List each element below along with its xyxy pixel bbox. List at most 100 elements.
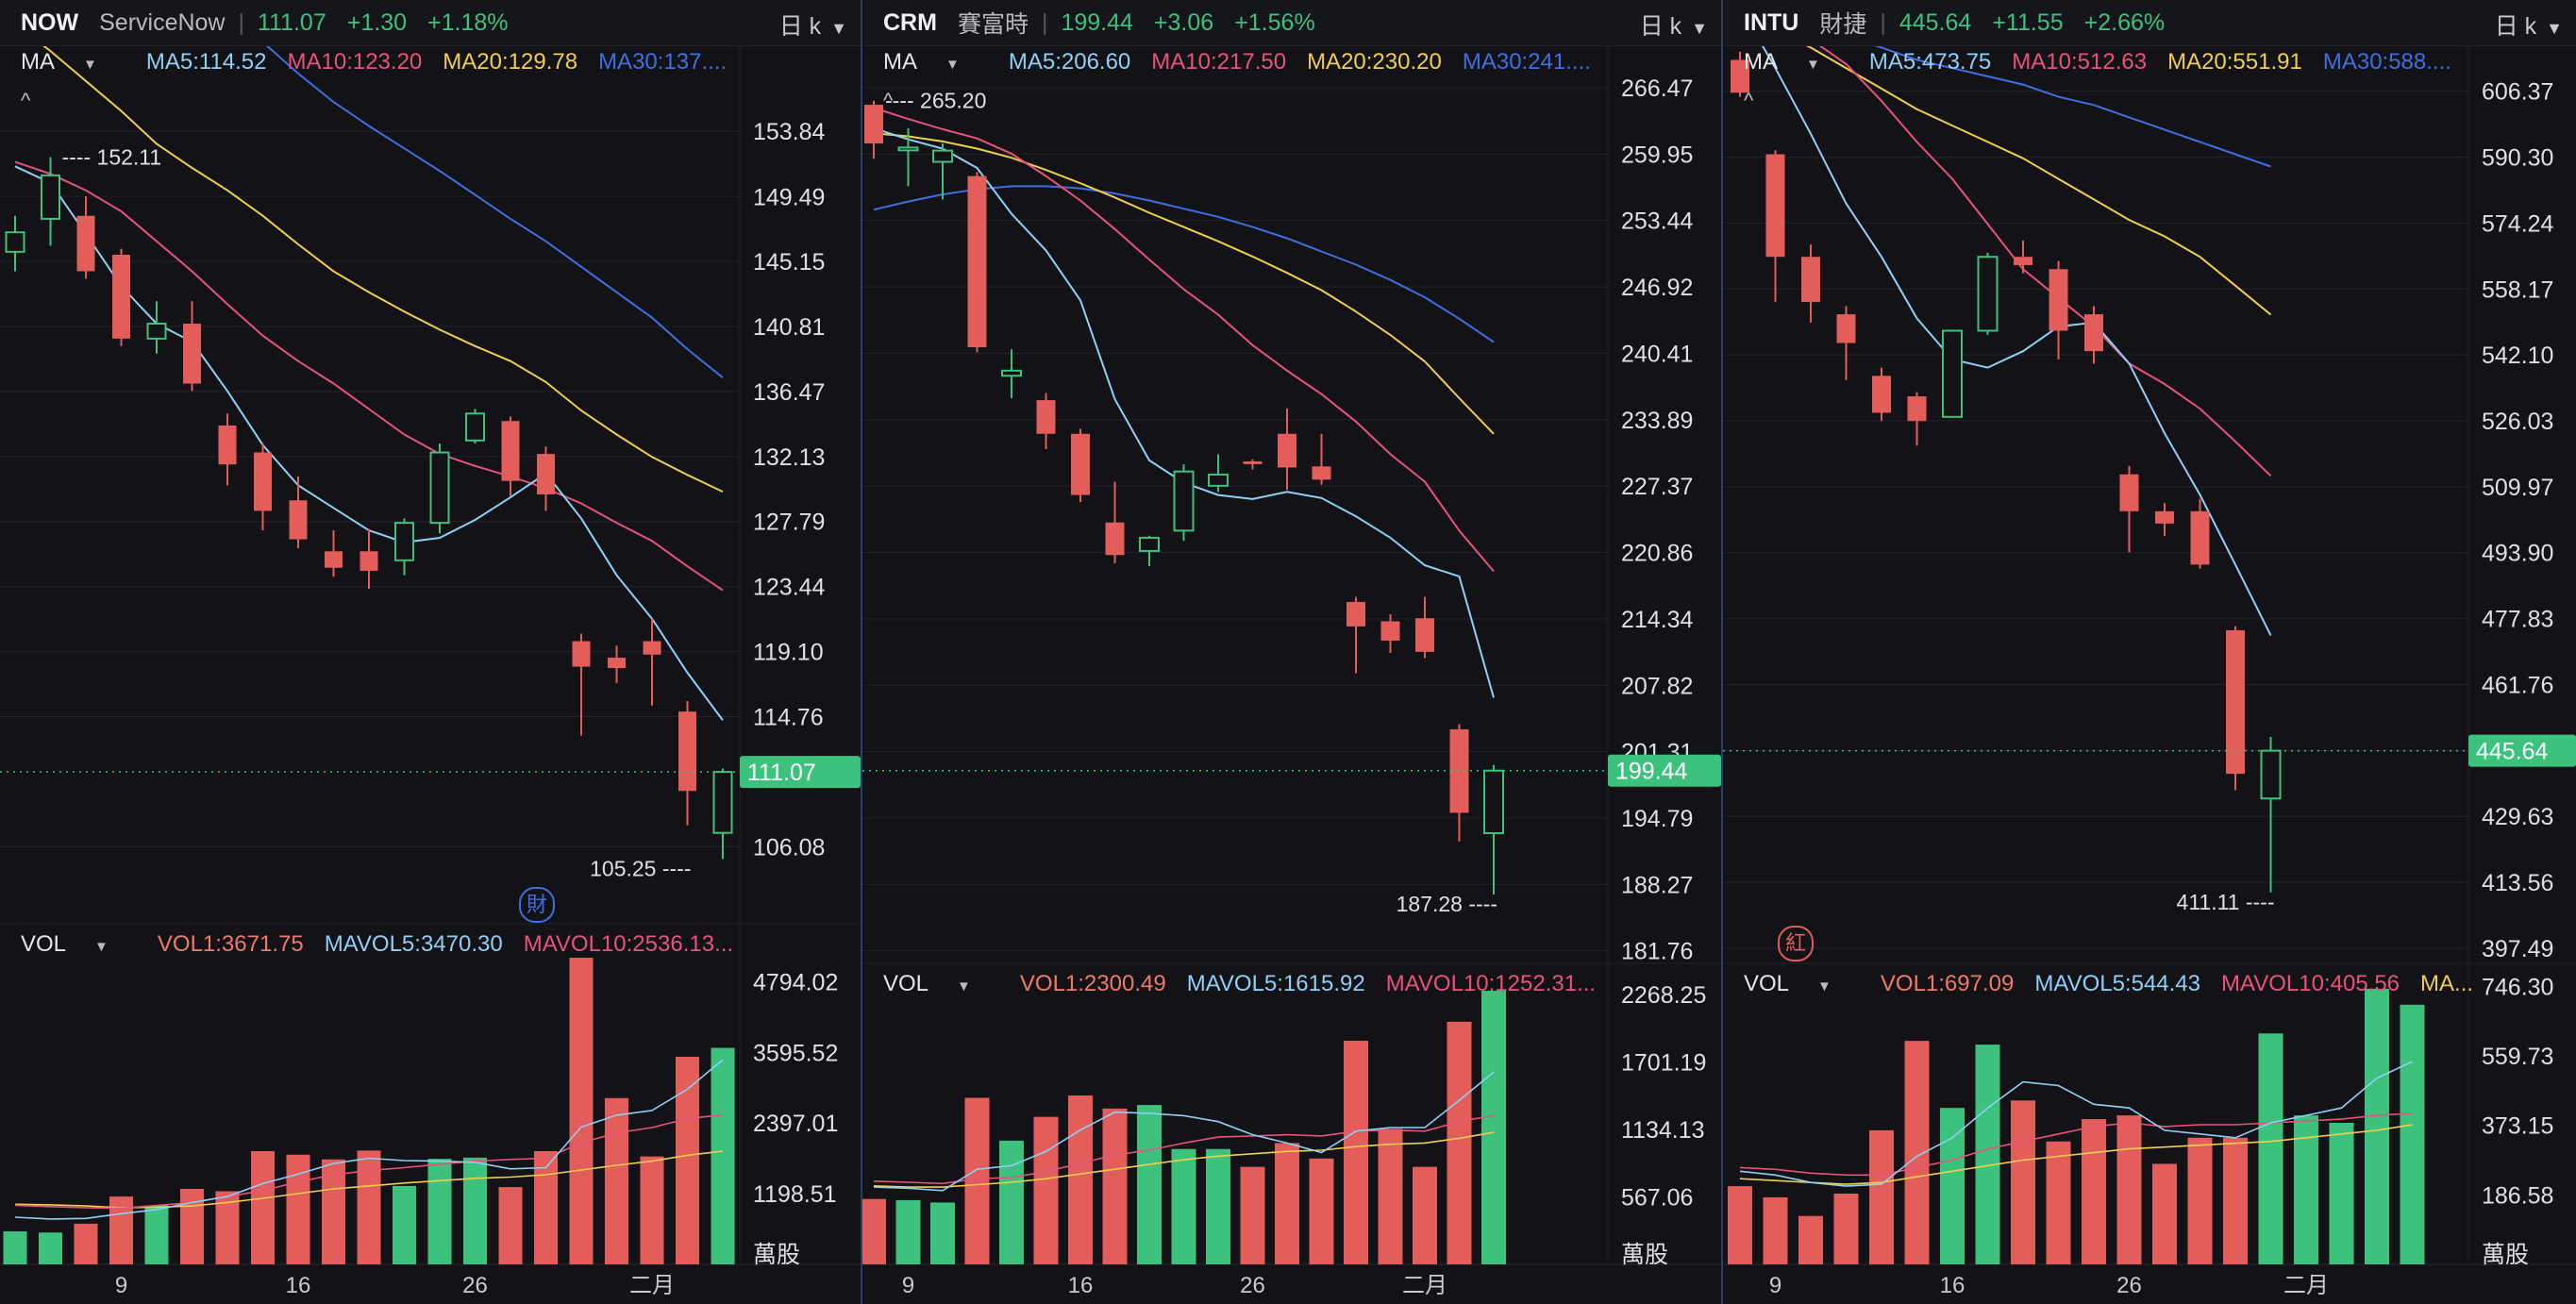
volume-bar — [1728, 1186, 1752, 1264]
price-tick-label: 413.56 — [2482, 870, 2553, 896]
date-label: 16 — [286, 1273, 311, 1298]
collapse-legend-icon[interactable]: ^ — [1744, 89, 1754, 112]
volume-bar — [2116, 1115, 2142, 1264]
price-tick-label: 119.10 — [753, 640, 824, 666]
panel-divider — [861, 0, 862, 1304]
volume-bar — [1344, 1041, 1368, 1264]
volume-tick-label: 1134.13 — [1621, 1117, 1705, 1144]
mavol10-line — [14, 1113, 724, 1210]
ma10-value: MA10:217.50 — [1151, 49, 1287, 75]
price-tick-label: 233.89 — [1621, 408, 1693, 434]
ma-indicator-selector[interactable]: MA ▼ — [1744, 49, 1820, 75]
period-selector[interactable]: 日 k ▼ — [1639, 13, 1708, 40]
chevron-down-icon: ▼ — [957, 978, 971, 995]
date-label: 26 — [462, 1273, 488, 1298]
period-selector[interactable]: 日 k ▼ — [778, 13, 847, 40]
ticker-symbol[interactable]: CRM — [883, 8, 937, 36]
price-tick-label: 149.49 — [753, 184, 825, 210]
earnings-badge-icon[interactable]: 紅 — [1778, 926, 1814, 961]
ticker-symbol[interactable]: INTU — [1744, 8, 1799, 36]
candle-body — [41, 174, 60, 220]
last-price-tag — [2468, 734, 2576, 767]
price-tick-label: 188.27 — [1621, 872, 1693, 898]
chart-canvas-now[interactable]: 153.84 149.49 145.15 140.81 136.47 132.13 127.… — [0, 0, 861, 1304]
volume-bar — [930, 1202, 955, 1264]
price-tick-label: 526.03 — [2482, 409, 2553, 435]
volume-bar — [427, 1159, 452, 1264]
volume-bar — [1975, 1045, 2000, 1264]
ma20-line — [873, 132, 1495, 435]
price-tick-label: 220.86 — [1621, 540, 1693, 566]
volume-bar — [144, 1205, 169, 1264]
mavol5-value: MAVOL5:3470.30 — [324, 931, 503, 957]
mavol10-value: MAVOL10:405.56 — [2221, 971, 2400, 996]
volume-bar — [1869, 1129, 1894, 1264]
price-tick-label: 240.41 — [1621, 341, 1693, 367]
volume-tick-label: 186.58 — [2482, 1182, 2553, 1209]
ma-legend: MA ▼ MA5:206.60 MA10:217.50 MA20:230.20 MA30:… — [883, 49, 1612, 75]
financials-badge-icon[interactable]: 財 — [519, 887, 555, 923]
chart-canvas-intu[interactable]: 606.37 590.30 574.24 558.17 542.10 526.03 509.… — [1723, 0, 2576, 1304]
volume-bar — [1275, 1143, 1299, 1264]
ma-indicator-selector[interactable]: MA ▼ — [883, 49, 960, 75]
price-tick-label: 214.34 — [1621, 607, 1694, 633]
last-price: 111.07 — [257, 8, 326, 36]
chart-panel-now[interactable]: 153.84 149.49 145.15 140.81 136.47 132.13 127.… — [0, 0, 861, 1304]
volume-bar — [895, 1199, 921, 1264]
price-tick-label: 145.15 — [753, 249, 825, 276]
candle-body — [712, 771, 733, 834]
volume-bar — [1102, 1108, 1128, 1264]
volume-bar — [1763, 1196, 1788, 1264]
mavol5-line — [873, 1071, 1495, 1192]
vol-indicator-selector[interactable]: VOL ▼ — [21, 931, 109, 957]
volume-bar — [498, 1187, 523, 1264]
price-tick-label: 253.44 — [1621, 209, 1694, 235]
volume-bar — [286, 1154, 310, 1264]
volume-tick-label: 2397.01 — [753, 1111, 838, 1137]
candle-body — [2190, 510, 2210, 565]
chart-panel-intu[interactable]: 606.37 590.30 574.24 558.17 542.10 526.03 509.… — [1723, 0, 2576, 1304]
price-tick-label: 509.97 — [2482, 475, 2553, 501]
ticker-symbol[interactable]: NOW — [21, 8, 79, 36]
period-selector[interactable]: 日 k ▼ — [2494, 13, 2563, 40]
chevron-down-icon: ▼ — [830, 19, 847, 38]
volume-bar — [2258, 1033, 2283, 1264]
chart-panel-crm[interactable]: 266.47 259.95 253.44 246.92 240.41 233.89 227.… — [862, 0, 1721, 1304]
volume-bar — [640, 1156, 664, 1264]
candle-body — [1071, 433, 1090, 495]
vol-indicator-selector[interactable]: VOL ▼ — [883, 971, 971, 996]
vol_ma3-line — [1739, 1124, 2413, 1185]
ma5-line — [873, 126, 1495, 698]
chevron-down-icon: ▼ — [945, 57, 960, 73]
volume-bar — [534, 1151, 558, 1264]
candle-body — [1483, 769, 1504, 835]
candle-body — [897, 146, 919, 152]
volume-bar — [1481, 991, 1506, 1264]
date-label: 9 — [115, 1273, 127, 1298]
collapse-legend-icon[interactable]: ^ — [21, 89, 31, 112]
chevron-down-icon: ▼ — [1806, 57, 1820, 73]
last-price-tag-label: 111.07 — [747, 760, 816, 786]
last-price-tag — [1608, 754, 1721, 787]
vol-indicator-selector[interactable]: VOL ▼ — [1744, 971, 1832, 996]
candle-body — [1243, 460, 1263, 464]
volume-bar — [1068, 1095, 1093, 1264]
volume-bar — [1206, 1148, 1230, 1264]
ma20-value: MA20:230.20 — [1307, 49, 1442, 75]
collapse-legend-icon[interactable]: ^ — [883, 89, 894, 112]
date-label: 26 — [2116, 1273, 2142, 1298]
mavol10-value: MAVOL10:1252.31... — [1385, 971, 1597, 996]
ma5-value: MA5:473.75 — [1868, 49, 1992, 75]
candle-body — [1942, 329, 1963, 418]
chart-canvas-crm[interactable]: 266.47 259.95 253.44 246.92 240.41 233.89 227.… — [862, 0, 1721, 1304]
mavol10-value: MAVOL10:2536.13... — [523, 931, 734, 957]
candle-body — [5, 231, 25, 253]
price-tick-label: 136.47 — [753, 379, 825, 406]
date-label: 9 — [1769, 1273, 1781, 1298]
volume-tick-label: 746.30 — [2482, 974, 2553, 1000]
volume-bar — [999, 1140, 1024, 1264]
ma-indicator-selector[interactable]: MA ▼ — [21, 49, 97, 75]
price-tick-label: 429.63 — [2482, 804, 2553, 830]
candle-body — [1765, 154, 1785, 258]
candle-body — [146, 323, 167, 340]
